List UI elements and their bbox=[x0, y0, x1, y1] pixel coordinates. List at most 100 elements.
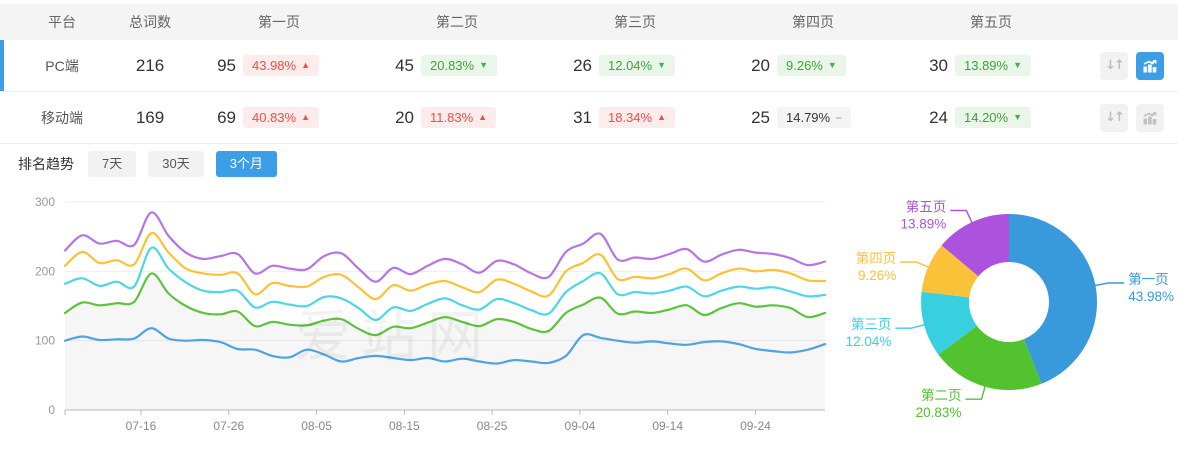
page2-cell: 20 11.83% ▲ bbox=[368, 107, 546, 128]
trend-line-第二页 bbox=[63, 272, 827, 337]
x-axis-label: 08-05 bbox=[301, 419, 332, 433]
slice-label: 第四页 bbox=[856, 250, 897, 266]
page4-trend-badge: 14.79% − bbox=[777, 107, 852, 128]
slice-percent: 9.26% bbox=[858, 268, 896, 283]
col-header-total: 总词数 bbox=[129, 14, 171, 30]
trend-arrow-icon: ▼ bbox=[1013, 112, 1023, 122]
trend-arrow-icon: ▲ bbox=[657, 112, 667, 122]
page1-trend-badge: 40.83% ▲ bbox=[243, 107, 320, 128]
sort-compare-button[interactable]: ↓↑ bbox=[1100, 51, 1128, 80]
show-chart-button[interactable] bbox=[1136, 103, 1164, 132]
trend-arrow-icon: ▼ bbox=[1013, 60, 1023, 70]
page5-count: 24 bbox=[929, 107, 948, 127]
trend-section-title: 排名趋势 bbox=[18, 156, 74, 172]
trend-arrow-icon: ▼ bbox=[827, 60, 837, 70]
bar-chart-icon bbox=[1143, 111, 1157, 124]
page-share-donut-chart: 第一页 43.98% 第二页 20.83% 第三页 12.04% 第四页 9.26% 第五页 13… bbox=[846, 198, 1174, 420]
col-header-platform: 平台 bbox=[48, 14, 76, 30]
page4-count: 25 bbox=[751, 107, 770, 127]
page4-count: 20 bbox=[751, 55, 770, 75]
bar-chart-icon bbox=[1143, 59, 1157, 72]
page2-count: 45 bbox=[395, 55, 414, 75]
trend-arrow-icon: ▼ bbox=[479, 60, 489, 70]
page2-cell: 45 20.83% ▼ bbox=[368, 55, 546, 76]
slice-label: 第二页 bbox=[921, 387, 962, 403]
col-header-page2: 第二页 bbox=[436, 14, 478, 30]
trend-arrow-icon: ▲ bbox=[301, 112, 311, 122]
page3-trend-badge: 18.34% ▲ bbox=[599, 107, 676, 128]
slice-label: 第五页 bbox=[906, 198, 947, 214]
x-axis-label: 08-15 bbox=[389, 419, 420, 433]
y-axis-label: 100 bbox=[35, 334, 55, 348]
page5-count: 30 bbox=[929, 55, 948, 75]
page5-trend-badge: 14.20% ▼ bbox=[955, 107, 1032, 128]
trend-arrow-icon: ▲ bbox=[301, 60, 311, 70]
slice-label: 第一页 bbox=[1128, 271, 1169, 287]
page5-cell: 30 13.89% ▼ bbox=[902, 55, 1080, 76]
table-row-pc[interactable]: PC端 216 95 43.98% ▲ 45 20.83% ▼ 26 12.04% ▼… bbox=[0, 40, 1178, 92]
tab-30-days[interactable]: 30天 bbox=[148, 151, 204, 177]
table-row-mobile[interactable]: 移动端 169 69 40.83% ▲ 20 11.83% ▲ 31 18.34% ▲… bbox=[0, 92, 1178, 144]
label-leader-line bbox=[1093, 282, 1125, 287]
total-words: 169 bbox=[135, 107, 165, 127]
slice-label: 第三页 bbox=[851, 316, 892, 332]
x-axis-label: 07-26 bbox=[213, 419, 244, 433]
label-leader-line bbox=[900, 261, 931, 269]
up-down-arrows-icon: ↓↑ bbox=[1105, 58, 1125, 73]
slice-percent: 20.83% bbox=[916, 405, 962, 420]
x-axis-label: 08-25 bbox=[477, 419, 508, 433]
col-header-page1: 第一页 bbox=[258, 14, 300, 30]
row-actions: ↓↑ bbox=[1080, 51, 1178, 80]
tab-7-days[interactable]: 7天 bbox=[88, 151, 137, 177]
page3-cell: 26 12.04% ▼ bbox=[546, 55, 724, 76]
page3-trend-badge: 12.04% ▼ bbox=[599, 55, 676, 76]
page2-trend-badge: 11.83% ▲ bbox=[421, 107, 497, 128]
page1-cell: 69 40.83% ▲ bbox=[190, 107, 368, 128]
page4-cell: 25 14.79% − bbox=[724, 107, 902, 128]
show-chart-button[interactable] bbox=[1136, 51, 1164, 80]
trend-arrow-icon: ▼ bbox=[657, 60, 667, 70]
page4-trend-badge: 9.26% ▼ bbox=[777, 55, 846, 76]
sort-compare-button[interactable]: ↓↑ bbox=[1100, 103, 1128, 132]
page1-trend-badge: 43.98% ▲ bbox=[243, 55, 320, 76]
trend-arrow-icon: ▲ bbox=[478, 112, 488, 122]
page1-cell: 95 43.98% ▲ bbox=[190, 55, 368, 76]
page3-count: 31 bbox=[573, 107, 592, 127]
rank-trend-line-chart: 0 100 200 300 07-16 07-26 08-05 08-15 08-25 09-04… bbox=[35, 195, 827, 433]
y-axis-label: 0 bbox=[48, 403, 55, 417]
trend-section-header: 排名趋势 7天 30天 3个月 bbox=[0, 146, 840, 182]
pie-slice-第一页[interactable] bbox=[1009, 213, 1098, 384]
trend-line-第一页 bbox=[63, 327, 827, 365]
page1-count: 69 bbox=[217, 107, 236, 127]
slice-percent: 12.04% bbox=[846, 334, 892, 349]
page2-trend-badge: 20.83% ▼ bbox=[421, 55, 498, 76]
x-axis-label: 09-24 bbox=[740, 419, 771, 433]
col-header-page3: 第三页 bbox=[614, 14, 656, 30]
row-actions: ↓↑ bbox=[1080, 103, 1178, 132]
col-header-page4: 第四页 bbox=[792, 14, 834, 30]
platform-label: 移动端 bbox=[41, 109, 83, 126]
label-leader-line bbox=[950, 209, 974, 225]
x-axis-label: 09-04 bbox=[565, 419, 596, 433]
trend-arrow-icon: − bbox=[835, 110, 843, 125]
trend-line-第三页 bbox=[63, 246, 827, 322]
page1-count: 95 bbox=[217, 55, 236, 75]
slice-percent: 13.89% bbox=[901, 216, 947, 231]
donut-hole bbox=[969, 262, 1049, 342]
page4-cell: 20 9.26% ▼ bbox=[724, 55, 902, 76]
page2-count: 20 bbox=[395, 107, 414, 127]
y-axis-label: 300 bbox=[35, 195, 55, 209]
trend-line-第四页 bbox=[63, 232, 827, 301]
platform-label: PC端 bbox=[45, 57, 79, 74]
up-down-arrows-icon: ↓↑ bbox=[1105, 110, 1125, 125]
page3-cell: 31 18.34% ▲ bbox=[546, 107, 724, 128]
rank-table: 平台 总词数 第一页 第二页 第三页 第四页 第五页 PC端 216 95 43… bbox=[0, 0, 1178, 144]
x-axis-label: 07-16 bbox=[126, 419, 157, 433]
slice-percent: 43.98% bbox=[1128, 289, 1174, 304]
label-leader-line bbox=[895, 323, 927, 329]
total-words: 216 bbox=[135, 55, 165, 75]
page5-trend-badge: 13.89% ▼ bbox=[955, 55, 1032, 76]
tab-3-months[interactable]: 3个月 bbox=[215, 151, 277, 177]
col-header-page5: 第五页 bbox=[970, 14, 1012, 30]
